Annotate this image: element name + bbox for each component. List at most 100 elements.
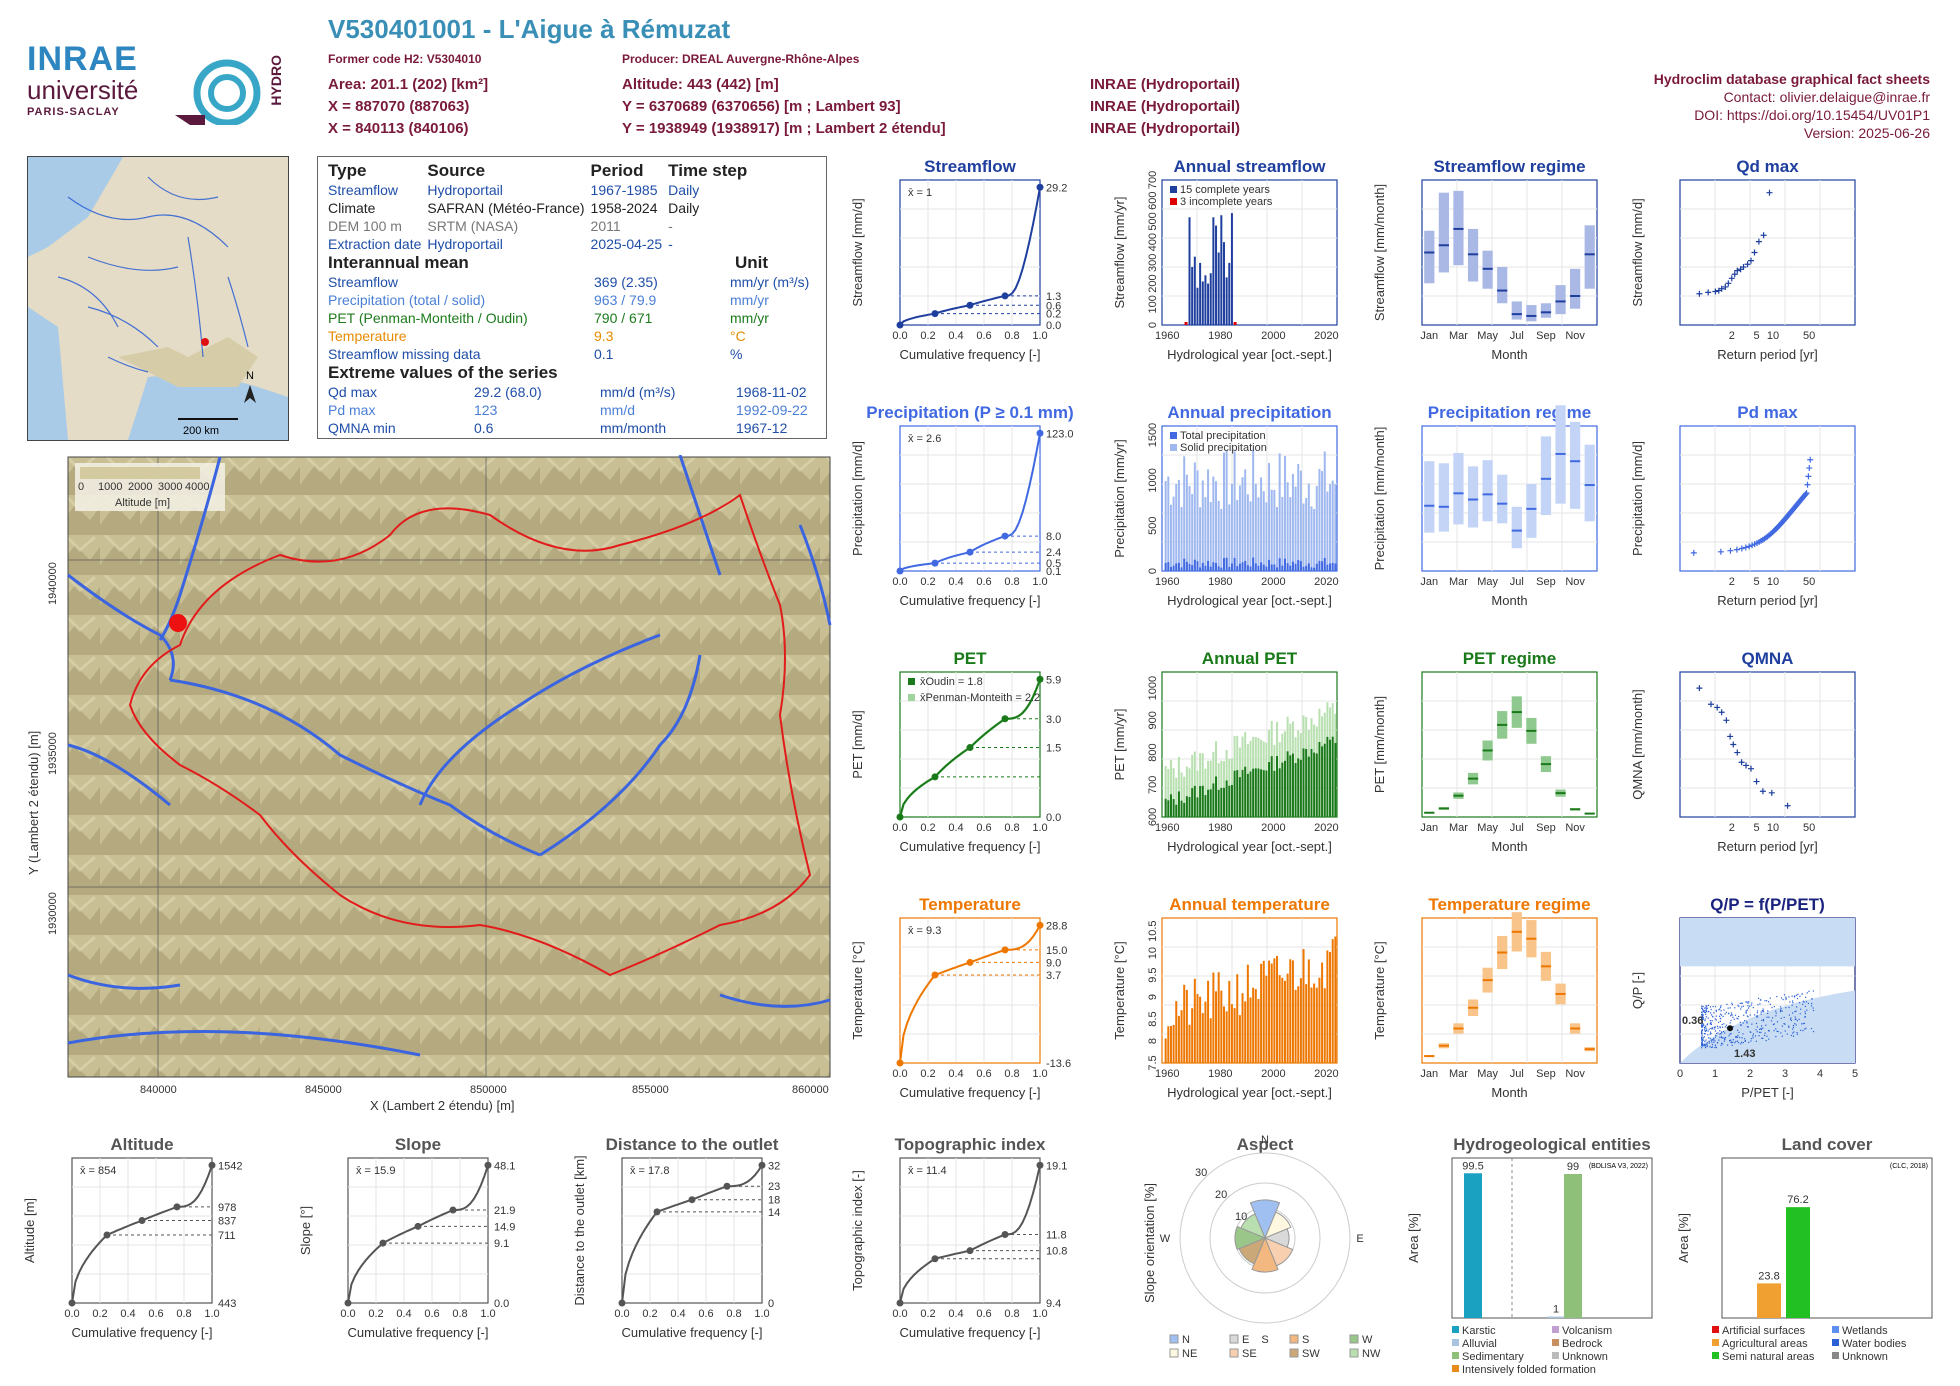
point (1705, 1026, 1707, 1028)
point (1713, 1012, 1715, 1014)
right-tick-label: 5.9 (1046, 674, 1061, 686)
point (1761, 1037, 1763, 1039)
point (1731, 1014, 1733, 1016)
bar (1228, 980, 1231, 1063)
point (1711, 1043, 1714, 1046)
y-l2: Y = 1938949 (1938917) [m ; Lambert 2 éte… (622, 120, 946, 137)
bar (1185, 766, 1188, 817)
chart-title: Q/P = f(P/PET) (1710, 895, 1824, 914)
point (1714, 1044, 1716, 1046)
point (1706, 1007, 1709, 1009)
bar (1757, 1283, 1781, 1318)
point (1768, 789, 1775, 796)
point (1734, 1007, 1736, 1009)
bar (1310, 987, 1313, 1063)
bar (1315, 987, 1318, 1063)
x-tick-label: 0.2 (920, 330, 935, 342)
bar (1177, 757, 1180, 817)
point (1796, 1033, 1798, 1035)
bar (1315, 485, 1318, 571)
point (1696, 290, 1703, 297)
bar-secondary (1241, 562, 1244, 571)
right-tick-label: 1542 (218, 1160, 242, 1172)
bar-secondary (1169, 567, 1172, 571)
point (1701, 1015, 1703, 1017)
point (1760, 1027, 1762, 1030)
point (1756, 1015, 1759, 1017)
plot-frame (1421, 671, 1598, 818)
bar (1257, 998, 1260, 1063)
legend-swatch (1169, 1334, 1179, 1344)
bar (1289, 497, 1292, 571)
point (1706, 1005, 1708, 1007)
altitude: Altitude: 443 (442) [m] (622, 76, 779, 93)
point (1702, 1015, 1704, 1017)
page-title: V530401001 - L'Aigue à Rémuzat (328, 14, 731, 44)
chart-title: Precipitation regime (1428, 403, 1591, 422)
x-tick-label: 0.6 (976, 1308, 991, 1320)
bar-secondary (1244, 766, 1247, 817)
point (1746, 1009, 1748, 1011)
bar (1291, 960, 1294, 1063)
point (1775, 1012, 1777, 1014)
bar-secondary (1225, 557, 1228, 571)
point (1810, 1005, 1813, 1007)
right-tick-label: 978 (218, 1202, 236, 1214)
point (1714, 1030, 1717, 1032)
point (1750, 1031, 1752, 1033)
x-axis-label: Hydrological year [oct.-sept.] (1167, 593, 1332, 608)
former-code: Former code H2: V5304010 (328, 52, 482, 66)
legend-label: E (1242, 1334, 1249, 1346)
bar (1464, 1173, 1482, 1318)
point (1714, 1040, 1716, 1042)
point (1704, 1047, 1707, 1049)
x-axis-label: Return period [yr] (1717, 839, 1817, 854)
bar-secondary (1321, 561, 1324, 571)
y-axis-label: QMNA [mm/month] (1630, 689, 1645, 800)
legend-label: Volcanism (1562, 1325, 1612, 1337)
point (1721, 1014, 1723, 1016)
bar-secondary (1238, 563, 1241, 571)
chart-altitude: Altitude Cumulative frequency [-] Altitude… (22, 1135, 242, 1340)
x-tick-label: Jan (1420, 330, 1438, 342)
bar-secondary (1321, 746, 1324, 817)
point (1732, 1039, 1734, 1041)
y-tick-label: 10 (1147, 947, 1159, 959)
x-tick-label: 2000 (1261, 330, 1285, 342)
quantile-point (1036, 183, 1044, 191)
bar-secondary (1265, 566, 1268, 571)
point (1726, 1003, 1728, 1006)
right-tick-label: 14 (768, 1207, 780, 1219)
right-tick-label: 1.5 (1046, 743, 1061, 755)
box (1482, 460, 1493, 522)
point (1702, 1037, 1705, 1039)
svg-text:Y (Lambert 2 étendu) [m]: Y (Lambert 2 étendu) [m] (26, 731, 41, 875)
point (1719, 1036, 1721, 1038)
point (1733, 1018, 1735, 1020)
y-tick-label: 300 (1147, 254, 1159, 272)
x-tick-label: 0.0 (892, 1308, 907, 1320)
point (1711, 1041, 1713, 1043)
x-tick-label: 0.0 (614, 1308, 629, 1320)
svg-text:2000: 2000 (128, 481, 152, 493)
bar-secondary (1260, 562, 1263, 571)
point (1701, 1024, 1703, 1026)
point (1734, 1042, 1736, 1044)
bar (1209, 273, 1212, 325)
plot-frame (1679, 425, 1856, 572)
x-tick-label: 2 (1729, 576, 1735, 588)
point (1780, 1008, 1782, 1010)
point (1706, 1045, 1708, 1047)
point (1768, 1030, 1770, 1032)
table-row: Precipitation (total / solid) 963 / 79.9 m… (328, 292, 769, 308)
legend-swatch (1349, 1334, 1359, 1344)
chart-distance: Distance to the outlet Cumulative frequen… (572, 1135, 780, 1340)
point (1724, 1038, 1726, 1041)
bar-secondary (1291, 753, 1294, 817)
point (1715, 1015, 1718, 1017)
point (1760, 1025, 1763, 1027)
point (1705, 1016, 1707, 1018)
point (1708, 1011, 1710, 1013)
quantile-point (1036, 675, 1044, 683)
col-type: Type (328, 161, 367, 180)
